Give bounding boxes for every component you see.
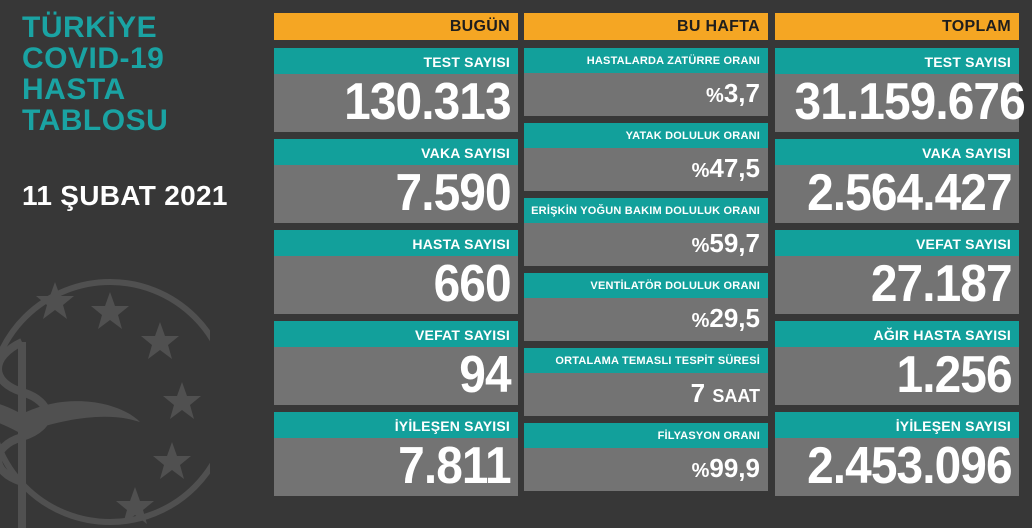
percent-sign: %: [691, 460, 710, 482]
total-recovered-card: İYİLEŞEN SAYISI 2.453.096: [775, 412, 1019, 496]
card-value: 31.159.676: [794, 73, 1026, 131]
card-value: 27.187: [870, 255, 1013, 313]
week-bed-occupancy-card: YATAK DOLULUK ORANI %47,5: [524, 123, 768, 191]
value-number: 3,7: [723, 78, 760, 108]
card-label: VENTİLATÖR DOLULUK ORANI: [524, 273, 768, 298]
card-value: 7 SAAT: [524, 373, 768, 416]
card-value: 2.564.427: [807, 164, 1012, 222]
today-death-card: VEFAT SAYISI 94: [274, 321, 518, 405]
week-contact-time-card: ORTALAMA TEMASLI TESPİT SÜRESİ 7 SAAT: [524, 348, 768, 416]
total-severe-card: AĞIR HASTA SAYISI 1.256: [775, 321, 1019, 405]
week-ventilator-card: VENTİLATÖR DOLULUK ORANI %29,5: [524, 273, 768, 341]
today-test-card: TEST SAYISI 130.313: [274, 48, 518, 132]
title-line: TABLOSU: [22, 104, 169, 137]
dashboard-title: TÜRKİYE COVID-19 HASTA TABLOSU: [22, 12, 168, 136]
card-value: 7.590: [395, 164, 512, 222]
card-label: VEFAT SAYISI: [274, 321, 518, 347]
week-pneumonia-card: HASTALARDA ZATÜRRE ORANI %3,7: [524, 48, 768, 116]
today-patient-card: HASTA SAYISI 660: [274, 230, 518, 314]
value-number: 59,7: [709, 228, 760, 258]
value-number: 99,9: [709, 453, 760, 483]
card-value: %99,9: [524, 448, 768, 491]
card-value: %3,7: [524, 73, 768, 116]
report-date: 11 ŞUBAT 2021: [22, 180, 228, 211]
title-line: HASTA: [22, 73, 126, 106]
card-value: 130.313: [344, 73, 511, 131]
card-value: 660: [433, 255, 512, 313]
total-case-card: VAKA SAYISI 2.564.427: [775, 139, 1019, 223]
total-column: TOPLAM TEST SAYISI 31.159.676 VAKA SAYIS…: [775, 13, 1026, 497]
total-header: TOPLAM: [775, 13, 1019, 40]
card-label: TEST SAYISI: [775, 48, 1019, 74]
card-value: %29,5: [524, 298, 768, 341]
card-value: 94: [459, 346, 511, 404]
card-label: VAKA SAYISI: [274, 139, 518, 165]
card-label: VEFAT SAYISI: [775, 230, 1019, 256]
value-number: 47,5: [709, 153, 760, 183]
week-column: BU HAFTA HASTALARDA ZATÜRRE ORANI %3,7 Y…: [524, 13, 768, 497]
card-label: TEST SAYISI: [274, 48, 518, 74]
card-label: İYİLEŞEN SAYISI: [775, 412, 1019, 438]
card-label: YATAK DOLULUK ORANI: [524, 123, 768, 148]
ministry-emblem-icon: [0, 279, 210, 528]
card-label: FİLYASYON ORANI: [524, 423, 768, 448]
today-case-card: VAKA SAYISI 7.590: [274, 139, 518, 223]
card-label: ERİŞKİN YOĞUN BAKIM DOLULUK ORANI: [524, 198, 768, 223]
card-value: %59,7: [524, 223, 768, 266]
total-death-card: VEFAT SAYISI 27.187: [775, 230, 1019, 314]
today-header: BUGÜN: [274, 13, 518, 40]
percent-sign: %: [691, 160, 710, 182]
percent-sign: %: [691, 310, 710, 332]
card-value: %47,5: [524, 148, 768, 191]
week-filiation-card: FİLYASYON ORANI %99,9: [524, 423, 768, 491]
card-label: ORTALAMA TEMASLI TESPİT SÜRESİ: [524, 348, 768, 373]
card-value: 1.256: [896, 346, 1013, 404]
percent-sign: %: [706, 85, 724, 107]
title-line: TÜRKİYE: [22, 11, 158, 44]
card-label: HASTALARDA ZATÜRRE ORANI: [524, 48, 768, 73]
card-label: AĞIR HASTA SAYISI: [775, 321, 1019, 347]
week-header: BU HAFTA: [524, 13, 768, 40]
value-unit: SAAT: [712, 386, 760, 406]
today-column: BUGÜN TEST SAYISI 130.313 VAKA SAYISI 7.…: [274, 13, 518, 497]
percent-sign: %: [691, 235, 710, 257]
card-value: 2.453.096: [807, 437, 1012, 495]
value-number: 7: [690, 378, 706, 408]
card-label: İYİLEŞEN SAYISI: [274, 412, 518, 438]
title-line: COVID-19: [22, 42, 165, 75]
value-number: 29,5: [709, 303, 760, 333]
total-test-card: TEST SAYISI 31.159.676: [775, 48, 1026, 132]
card-label: VAKA SAYISI: [775, 139, 1019, 165]
week-icu-occupancy-card: ERİŞKİN YOĞUN BAKIM DOLULUK ORANI %59,7: [524, 198, 768, 266]
card-label: HASTA SAYISI: [274, 230, 518, 256]
today-recovered-card: İYİLEŞEN SAYISI 7.811: [274, 412, 518, 496]
card-value: 7.811: [398, 437, 511, 495]
